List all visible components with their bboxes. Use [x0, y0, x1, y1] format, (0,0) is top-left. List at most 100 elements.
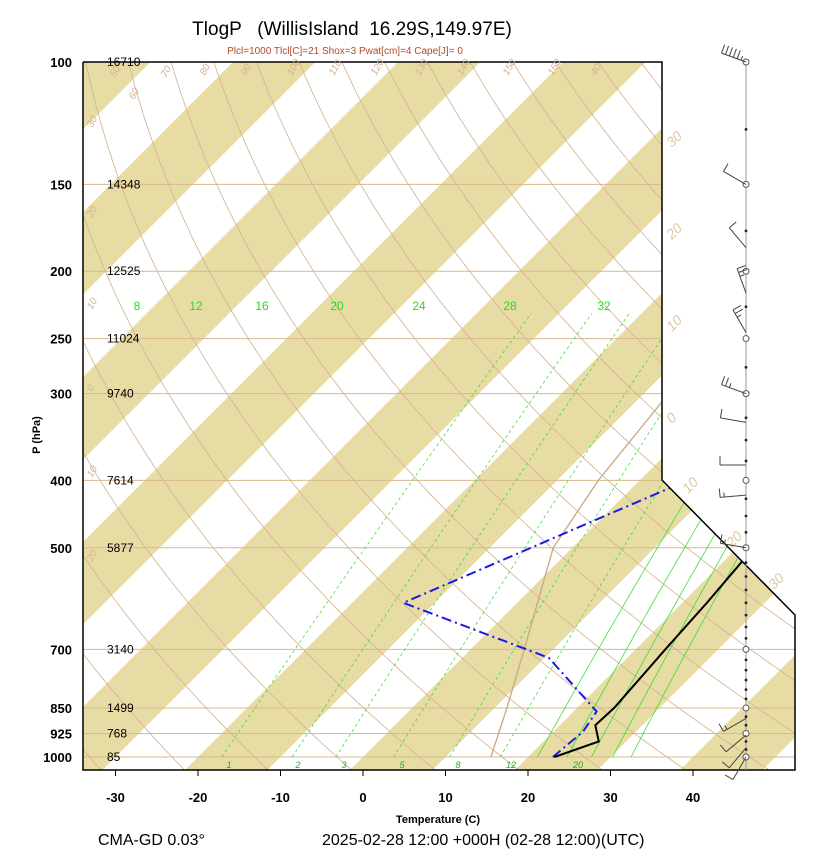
wind-barb	[728, 221, 747, 249]
wind-level-dot	[744, 688, 748, 692]
wind-barb-shaft	[721, 384, 747, 395]
dry-adiabat-label: 40	[589, 62, 604, 78]
dry-adiabat-label: 80	[198, 62, 213, 78]
wind-barb-flag	[718, 723, 724, 732]
wind-barb-flag	[738, 268, 748, 273]
wind-barb-flag	[734, 308, 744, 314]
wind-level-dot	[744, 636, 748, 640]
dry-adiabat-label: 110	[327, 58, 345, 78]
dry-adiabat-label: 30	[85, 114, 100, 130]
wind-barb-shaft	[728, 747, 747, 769]
mixing-ratio-label: 28	[503, 299, 517, 313]
wind-barb-flag	[728, 221, 737, 229]
dry-adiabat	[83, 62, 438, 770]
isotherm-label: 10	[663, 312, 685, 334]
chart-subtitle: Plcl=1000 Tlcl[C]=21 Shox=3 Pwat[cm]=4 C…	[227, 46, 463, 57]
wind-barb-flag	[724, 774, 734, 780]
height-label: 768	[107, 726, 127, 740]
height-label: 85	[107, 750, 121, 764]
wind-barb	[723, 163, 747, 185]
mixing-ratio-bottom-label: 2	[294, 760, 300, 770]
wind-level-dot	[744, 625, 748, 629]
dry-adiabat	[725, 62, 795, 770]
x-tick-label: 40	[686, 790, 700, 805]
wind-level-dot	[744, 229, 748, 233]
dry-adiabat	[170, 62, 773, 770]
footer-time: 2025-02-28 12:00 +000H (02-28 12:00)(UTC…	[322, 832, 644, 849]
dry-adiabat	[85, 62, 605, 770]
mixing-ratio-label: 8	[134, 299, 141, 313]
height-label: 1499	[107, 701, 134, 715]
wind-level-dot	[744, 740, 748, 743]
wind-barb	[732, 305, 747, 333]
dry-adiabat	[426, 62, 795, 770]
footer-model: CMA-GD 0.03°	[98, 832, 205, 849]
wind-level-dot	[744, 613, 748, 617]
dry-adiabat	[768, 62, 795, 770]
x-tick-label: 10	[438, 790, 452, 805]
x-tick-label: 30	[603, 790, 617, 805]
wind-barb	[719, 408, 747, 423]
dry-adiabat	[341, 62, 795, 770]
parcel-line	[490, 62, 795, 758]
dry-adiabat	[0, 62, 19, 772]
wind-level-dot	[744, 575, 748, 578]
wind-level-dot	[744, 697, 748, 701]
isotherm-label: 30	[663, 128, 685, 150]
wind-barb	[722, 747, 747, 769]
dry-adiabat-label: 70	[159, 64, 174, 80]
wind-level-circle	[742, 267, 750, 275]
wind-level-circle	[742, 729, 750, 737]
wind-barb-shaft	[720, 417, 747, 423]
chart-title: TlogP (WillisIsland 16.29S,149.97E)	[192, 19, 512, 40]
wind-barb	[724, 756, 747, 780]
dry-adiabat-label: 10	[85, 464, 100, 480]
pressure-tick-label: 300	[50, 387, 72, 402]
wind-level-circle	[742, 645, 750, 653]
wind-barb-half	[740, 55, 744, 61]
pressure-tick-label: 1000	[43, 750, 72, 765]
height-label: 12525	[107, 264, 141, 278]
wind-barb-half	[739, 274, 745, 277]
dry-adiabat	[83, 62, 354, 770]
wind-barb-shaft	[728, 227, 747, 249]
wind-barb	[719, 734, 747, 753]
dry-adiabat-label: 20	[85, 548, 101, 564]
pressure-tick-label: 850	[50, 701, 72, 716]
mixing-ratio-line	[291, 313, 593, 758]
wind-level-dot	[744, 416, 748, 420]
wind-barb-flag	[732, 48, 737, 58]
wind-barb-flag	[719, 744, 727, 753]
wind-barb-flag	[719, 534, 723, 544]
mixing-ratio-bottom-label: 12	[506, 760, 516, 770]
wind-level-dot	[744, 459, 748, 463]
wind-barb-shaft	[732, 756, 747, 780]
wind-barb-shaft	[720, 542, 747, 549]
wind-barb-flag	[736, 265, 746, 270]
wind-level-circle	[742, 335, 750, 343]
wind-level-dot	[744, 668, 748, 672]
mixing-ratio-line	[630, 313, 795, 758]
dry-adiabat	[213, 62, 795, 770]
wind-level-dot	[744, 723, 748, 727]
wind-barb-flag	[736, 50, 741, 59]
x-tick-label: 20	[521, 790, 535, 805]
mixing-ratio-label: 32	[597, 299, 611, 313]
pressure-tick-label: 150	[50, 177, 72, 192]
wind-level-dot	[744, 561, 748, 564]
wind-level-circle	[742, 704, 750, 712]
wind-barb-flag	[719, 408, 723, 418]
wind-barb	[719, 455, 746, 466]
mixing-ratio-label: 16	[255, 299, 269, 313]
wind-barb	[719, 534, 747, 549]
mixing-ratio-line	[393, 313, 679, 758]
wind-level-circle	[742, 476, 750, 484]
wind-level-dot	[744, 514, 748, 518]
wind-barb-flag	[721, 376, 726, 385]
pressure-tick-label: 400	[50, 473, 72, 488]
dry-adiabat-label: 140	[455, 57, 473, 77]
height-label: 11024	[107, 332, 140, 346]
mixing-ratio-line	[449, 313, 727, 758]
wind-barb	[721, 44, 747, 63]
wind-barb	[718, 488, 747, 498]
